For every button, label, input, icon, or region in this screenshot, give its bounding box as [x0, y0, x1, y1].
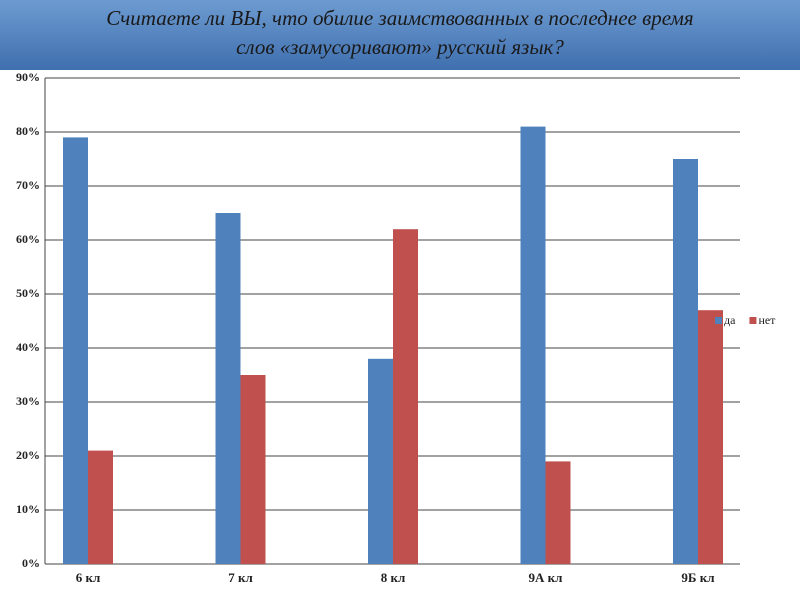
bar	[88, 450, 113, 564]
legend-swatch	[749, 317, 757, 324]
y-tick-label: 60%	[16, 232, 40, 246]
x-tick-label: 8 кл	[381, 570, 406, 585]
legend-label: нет	[758, 313, 776, 327]
y-tick-label: 50%	[16, 286, 40, 300]
legend-label: да	[724, 313, 736, 327]
y-tick-label: 20%	[16, 448, 40, 462]
bar	[698, 310, 723, 564]
y-tick-label: 10%	[16, 502, 40, 516]
y-tick-label: 80%	[16, 124, 40, 138]
x-tick-label: 9Б кл	[681, 570, 714, 585]
bar	[240, 375, 266, 564]
legend-swatch	[715, 317, 722, 324]
bar	[215, 213, 241, 564]
title-banner	[0, 0, 800, 70]
y-tick-label: 40%	[16, 340, 40, 354]
bar	[393, 229, 418, 564]
y-tick-label: 70%	[16, 178, 40, 192]
bar	[520, 126, 546, 564]
x-tick-label: 9А кл	[529, 570, 563, 585]
x-tick-label: 6 кл	[76, 570, 101, 585]
bar	[673, 159, 698, 564]
y-tick-label: 90%	[16, 70, 40, 84]
bar	[368, 358, 393, 564]
x-tick-label: 7 кл	[228, 570, 253, 585]
chart-title: Считаете ли ВЫ, что обилие заимствованны…	[106, 6, 693, 59]
y-tick-label: 30%	[16, 394, 40, 408]
bar	[545, 461, 571, 564]
bar	[63, 137, 88, 564]
y-tick-label: 0%	[22, 556, 40, 570]
